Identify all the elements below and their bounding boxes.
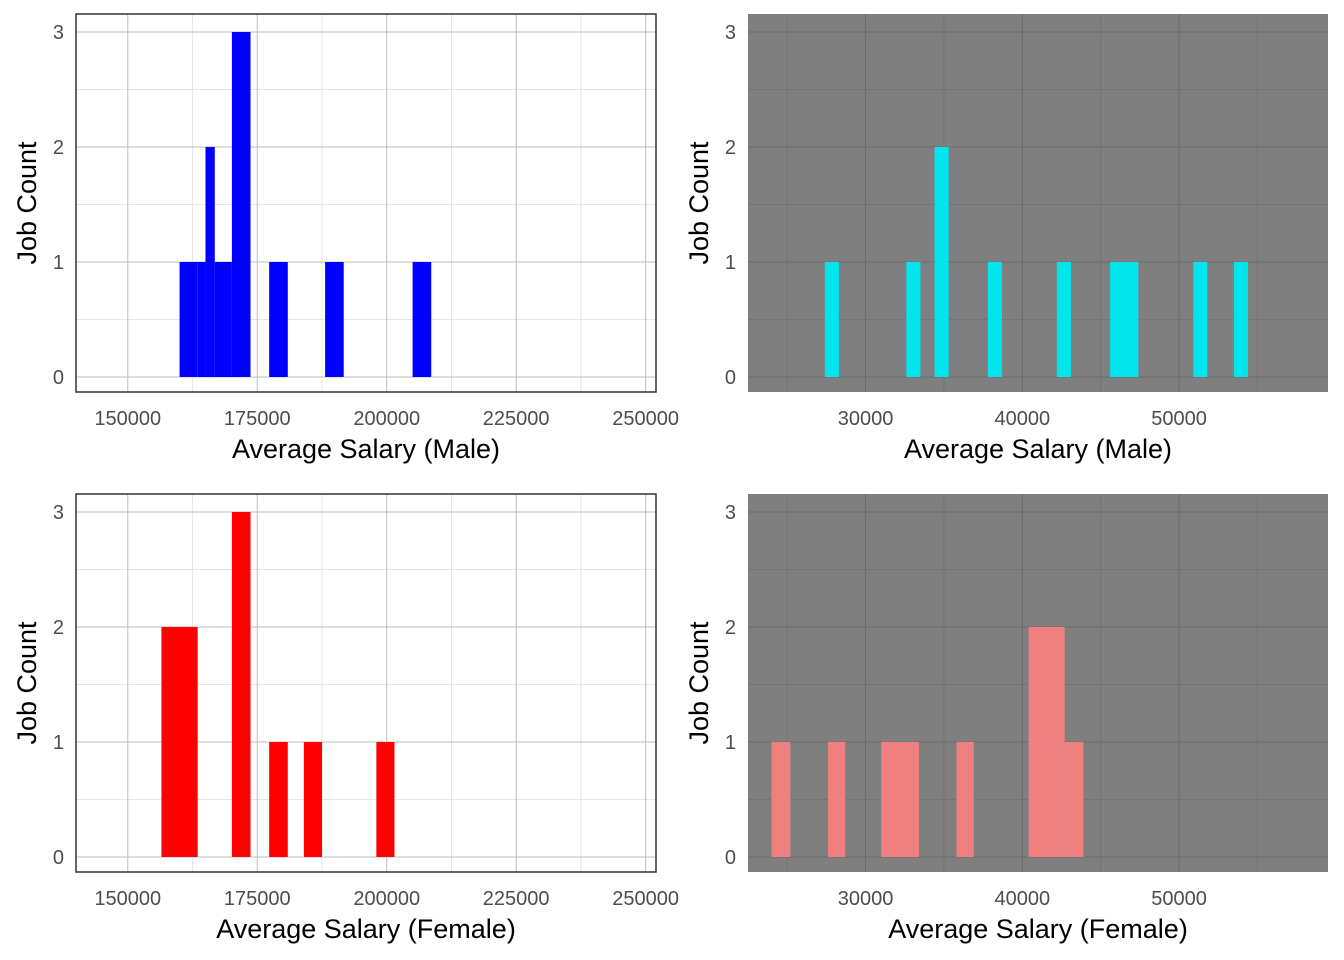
x-tick-label: 225000 (483, 888, 550, 910)
chart-panel-male-a: 0 1 2 3 150000 175000 200000 225000 250000 Averag… (12, 13, 679, 464)
histogram-bar (179, 262, 198, 377)
x-tick-label: 150000 (94, 408, 161, 430)
chart-panel-female-a: 0 1 2 3 150000 175000 200000 225000 250000 Averag… (12, 493, 679, 944)
y-tick-label: 1 (53, 252, 64, 274)
x-tick-label: 175000 (224, 408, 291, 430)
chart-panel-female-b: 0 1 2 3 30000 40000 50000 Average Salary (Femal… (684, 494, 1328, 944)
plot-background (76, 14, 656, 392)
y-tick-label: 1 (725, 732, 736, 754)
y-tick-label: 2 (725, 617, 736, 639)
y-tick-label: 2 (725, 137, 736, 159)
histogram-bar (376, 742, 395, 857)
histogram-bar (824, 262, 839, 377)
x-tick-label: 150000 (94, 888, 161, 910)
x-tick-label: 30000 (838, 408, 894, 430)
x-axis-title: Average Salary (Female) (888, 914, 1188, 944)
y-tick-label: 3 (725, 22, 736, 44)
y-tick-label: 0 (725, 847, 736, 869)
y-axis-title: Job Count (684, 621, 714, 745)
x-tick-label: 30000 (838, 888, 894, 910)
histogram-bar (771, 742, 791, 857)
x-axis-title: Average Salary (Female) (216, 914, 516, 944)
histogram-bar (325, 262, 344, 377)
histogram-bar (231, 32, 251, 377)
histogram-bar (881, 742, 919, 857)
histogram-bar (987, 262, 1002, 377)
y-tick-label: 3 (53, 22, 64, 44)
histogram-bar (1056, 262, 1071, 377)
histogram-bar (197, 262, 206, 377)
x-tick-label: 200000 (353, 408, 420, 430)
x-tick-label: 175000 (224, 888, 291, 910)
x-tick-label: 50000 (1151, 408, 1207, 430)
y-axis-title: Job Count (12, 141, 42, 265)
x-tick-label: 40000 (995, 888, 1051, 910)
histogram-bar (827, 742, 846, 857)
histogram-bar (269, 742, 288, 857)
chart-panel-male-b: 0 1 2 3 30000 40000 50000 Average Salary (Male)… (684, 14, 1328, 464)
x-tick-label: 200000 (353, 888, 420, 910)
plot-border (75, 493, 657, 873)
histogram-bar (214, 262, 232, 377)
x-tick-label: 225000 (483, 408, 550, 430)
histogram-bar (956, 742, 974, 857)
x-tick-label: 50000 (1151, 888, 1207, 910)
y-tick-label: 2 (53, 617, 64, 639)
x-axis-title: Average Salary (Male) (904, 434, 1172, 464)
y-tick-label: 3 (725, 502, 736, 524)
histogram-bar (269, 262, 288, 377)
plot-border (75, 13, 657, 393)
y-tick-label: 2 (53, 137, 64, 159)
histogram-bar (1110, 262, 1139, 377)
histogram-bar (231, 512, 251, 857)
plot-background (748, 14, 1328, 392)
y-axis-title: Job Count (684, 141, 714, 265)
histogram-bar (1064, 742, 1084, 857)
y-tick-label: 1 (53, 732, 64, 754)
histogram-bar (934, 147, 949, 377)
x-axis-title: Average Salary (Male) (232, 434, 500, 464)
histogram-bar (303, 742, 322, 857)
y-axis-title: Job Count (12, 621, 42, 745)
histogram-bar (906, 262, 921, 377)
histogram-bar (161, 627, 198, 857)
y-tick-label: 3 (53, 502, 64, 524)
histogram-bar (1028, 627, 1065, 857)
x-tick-label: 40000 (995, 408, 1051, 430)
y-tick-label: 0 (725, 367, 736, 389)
histogram-bar (412, 262, 432, 377)
x-tick-label: 250000 (612, 888, 679, 910)
y-tick-label: 0 (53, 847, 64, 869)
histogram-bar (1193, 262, 1208, 377)
histogram-bar (205, 147, 215, 377)
y-tick-label: 0 (53, 367, 64, 389)
histogram-bar (1233, 262, 1249, 377)
x-tick-label: 250000 (612, 408, 679, 430)
y-tick-label: 1 (725, 252, 736, 274)
